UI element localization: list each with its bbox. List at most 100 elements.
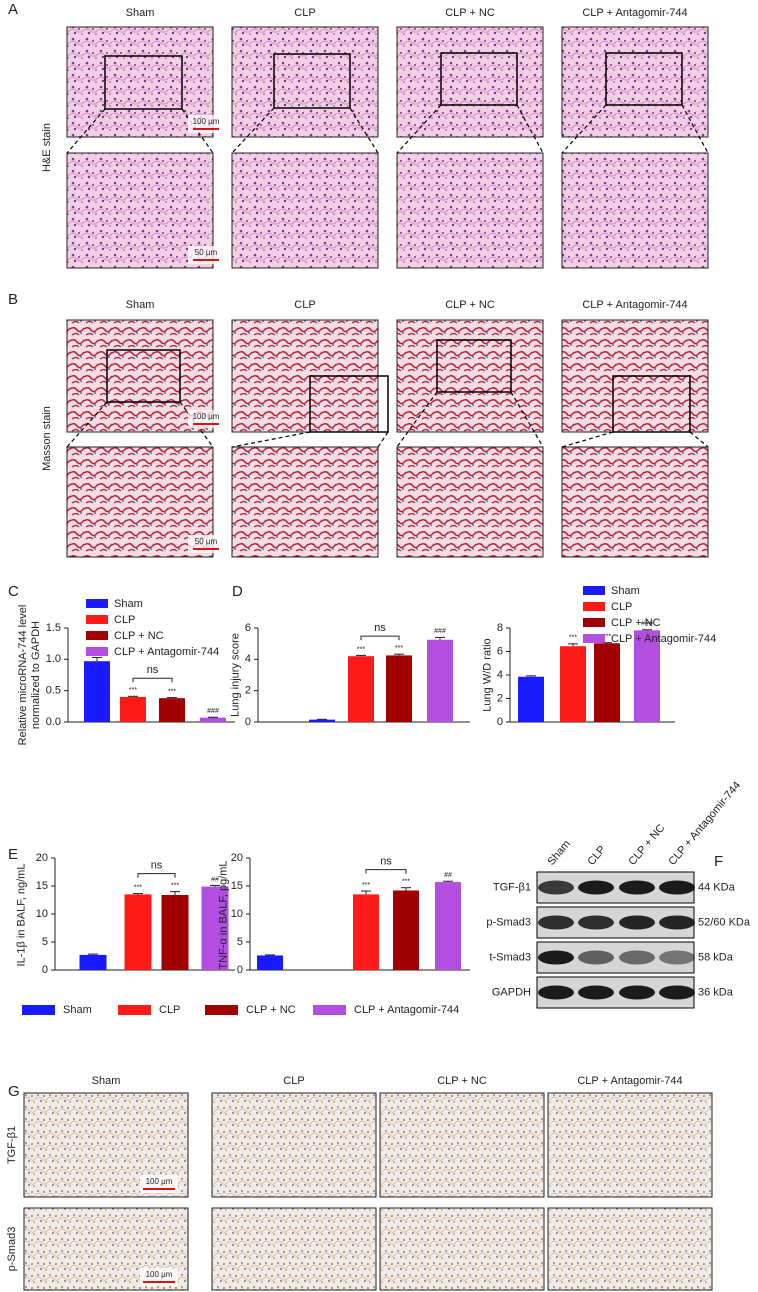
blot-band: [619, 985, 655, 1000]
y-tick-label: 5: [237, 936, 243, 948]
significance-label: ***: [134, 884, 142, 891]
size-label: 58 kDa: [698, 951, 734, 963]
y-tick-label: 0: [245, 716, 251, 728]
y-tick-label: 1.0: [46, 653, 61, 665]
y-tick-label: 5: [42, 936, 48, 948]
column-header: CLP: [294, 7, 315, 19]
significance-label: ***: [569, 635, 577, 642]
legend-label: Sham: [63, 1004, 92, 1016]
scale-bar-label: 50 μm: [195, 248, 218, 257]
significance-label: ###: [434, 628, 446, 635]
legend-swatch: [86, 599, 108, 608]
zoom-box: [440, 52, 518, 106]
y-tick-label: 0.0: [46, 716, 61, 728]
y-tick-label: 4: [245, 653, 251, 665]
blot-band: [538, 950, 574, 965]
significance-label: ***: [171, 882, 179, 889]
zoom-box: [605, 52, 683, 106]
blot-band: [619, 915, 655, 930]
column-header: CLP + Antagomir-744: [577, 1075, 682, 1087]
micrograph: [66, 319, 214, 433]
zoom-line: [231, 431, 311, 448]
panel-label: A: [8, 1, 18, 18]
panel-label: B: [8, 291, 18, 308]
protein-label: GAPDH: [492, 986, 531, 998]
blot-band: [578, 880, 614, 895]
legend-label: Sham: [611, 585, 640, 597]
bar: [435, 882, 461, 970]
ihc-image: [379, 1092, 545, 1198]
zoom-line: [510, 391, 544, 448]
legend-label: Sham: [114, 598, 143, 610]
column-header: CLP + NC: [437, 1075, 487, 1087]
scale-bar-label: 100 μm: [146, 1177, 173, 1186]
blot-band: [619, 950, 655, 965]
bar: [309, 719, 335, 722]
panel-label: F: [714, 853, 723, 870]
bar: [353, 894, 379, 970]
bar: [427, 639, 453, 722]
legend-swatch: [86, 647, 108, 656]
ihc-image: [379, 1207, 545, 1291]
lane-label: Sham: [545, 838, 573, 868]
y-tick-label: 0: [42, 964, 48, 976]
legend-swatch: [583, 618, 605, 627]
bar: [393, 890, 419, 970]
y-tick-label: 6: [497, 645, 503, 657]
column-header: Sham: [92, 1075, 121, 1087]
ihc-image: [547, 1092, 713, 1198]
y-tick-label: 1.5: [46, 622, 61, 634]
panel-label: E: [8, 846, 18, 863]
significance-label: ###: [207, 708, 219, 715]
legend-swatch: [86, 615, 108, 624]
comparison-label: ns: [147, 664, 159, 676]
micrograph: [561, 26, 709, 138]
blot-band: [538, 915, 574, 930]
micrograph-zoom: [231, 152, 379, 269]
y-tick-label: 10: [36, 908, 48, 920]
lane-label: CLP + Antagomir-744: [666, 779, 743, 867]
blot-band: [659, 950, 695, 965]
zoom-box: [436, 339, 512, 393]
zoom-line: [66, 108, 106, 154]
y-axis-label: Lung W/D ratio: [481, 638, 494, 712]
legend-swatch: [583, 602, 605, 611]
y-tick-label: 2: [497, 692, 503, 704]
blot-band: [578, 915, 614, 930]
bar: [348, 656, 374, 722]
comparison-label: ns: [151, 860, 163, 872]
size-label: 44 KDa: [698, 881, 736, 893]
legend-label: CLP + NC: [611, 617, 661, 629]
bar: [201, 886, 229, 970]
size-label: 52/60 KDa: [698, 916, 751, 928]
zoom-line: [377, 431, 389, 448]
scale-bar-label: 100 μm: [193, 412, 220, 421]
bar: [84, 661, 110, 722]
significance-label: ***: [357, 646, 365, 653]
comparison-bracket: [360, 635, 400, 641]
y-tick-label: 0: [497, 716, 503, 728]
y-axis-label: IL-1β in BALF, ng/mL: [15, 863, 28, 967]
significance-label: ***: [395, 645, 403, 652]
zoom-line: [681, 104, 709, 154]
significance-label: ##: [444, 872, 452, 879]
panel-label: C: [8, 583, 19, 600]
y-axis-label: Relative microRNA-744 level normalized t…: [17, 604, 42, 746]
micrograph: [396, 319, 544, 433]
legend-label: CLP + Antagomir-744: [354, 1004, 459, 1016]
comparison-label: ns: [374, 622, 386, 634]
bar: [634, 630, 660, 722]
lane-label: CLP: [585, 844, 608, 868]
bar: [161, 894, 189, 970]
micrograph-zoom: [231, 446, 379, 558]
bar: [257, 955, 283, 970]
y-tick-label: 2: [245, 685, 251, 697]
legend-label: CLP: [114, 614, 135, 626]
bar: [124, 894, 152, 970]
column-header: Sham: [126, 299, 155, 311]
comparison-bracket: [137, 873, 176, 878]
column-header: Sham: [126, 7, 155, 19]
y-tick-label: 0: [237, 964, 243, 976]
